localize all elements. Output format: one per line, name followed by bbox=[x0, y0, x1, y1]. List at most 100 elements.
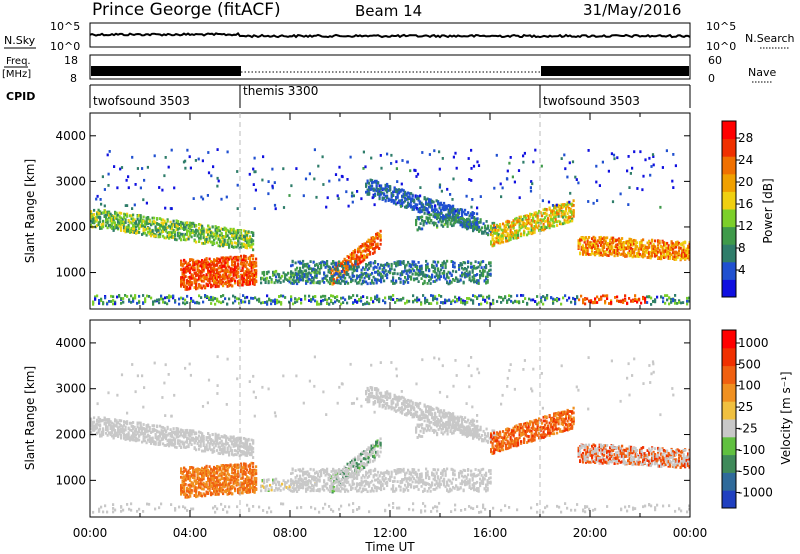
power-cell bbox=[202, 236, 205, 240]
power-cell bbox=[420, 277, 423, 280]
power-cell bbox=[378, 188, 381, 192]
power-cell bbox=[654, 253, 657, 256]
power-cell bbox=[628, 186, 631, 189]
power-cell bbox=[216, 234, 219, 238]
power-cell bbox=[294, 272, 297, 276]
power-cell bbox=[278, 275, 281, 279]
power-cell bbox=[184, 287, 187, 291]
power-cell bbox=[246, 234, 249, 237]
power-cell bbox=[488, 269, 491, 273]
nave-label: Nave bbox=[748, 66, 776, 79]
power-cell bbox=[300, 275, 303, 278]
power-cell bbox=[291, 271, 294, 275]
power-cell bbox=[476, 281, 479, 285]
power-cell bbox=[496, 231, 499, 235]
power-cell bbox=[99, 210, 102, 214]
nsearch-label: N.Search bbox=[745, 32, 795, 45]
power-cell bbox=[380, 280, 383, 284]
power-cell bbox=[354, 279, 357, 283]
power-cell bbox=[579, 252, 582, 256]
power-cell bbox=[423, 281, 426, 285]
power-cell bbox=[441, 207, 444, 211]
power-cell bbox=[348, 297, 351, 300]
power-cell bbox=[164, 296, 167, 300]
power-cell bbox=[450, 274, 453, 277]
power-cell bbox=[425, 198, 428, 202]
power-cell bbox=[479, 269, 482, 273]
power-cell bbox=[457, 213, 460, 217]
power-cell bbox=[672, 244, 675, 248]
power-cell bbox=[270, 299, 273, 302]
power-cell bbox=[184, 268, 187, 271]
power-cell bbox=[115, 211, 118, 215]
power-cell bbox=[192, 258, 195, 262]
power-cell bbox=[600, 235, 603, 239]
power-cell bbox=[241, 234, 244, 238]
power-cell bbox=[600, 295, 603, 299]
power-cell bbox=[373, 250, 376, 254]
power-cell bbox=[670, 297, 673, 301]
power-cell bbox=[595, 180, 598, 184]
power-cell bbox=[150, 234, 153, 238]
power-cell bbox=[425, 259, 428, 263]
power-cell bbox=[405, 278, 408, 282]
power-cell bbox=[622, 254, 625, 257]
power-cell bbox=[116, 295, 119, 299]
power-cell bbox=[558, 297, 561, 301]
power-cell bbox=[646, 241, 649, 245]
power-cell bbox=[299, 276, 302, 280]
power-cell bbox=[675, 243, 678, 246]
power-cell bbox=[200, 195, 203, 199]
power-cell bbox=[595, 250, 598, 254]
power-cell bbox=[681, 256, 684, 260]
power-cell bbox=[577, 239, 580, 242]
power-cell bbox=[373, 246, 376, 250]
power-cell bbox=[199, 276, 202, 280]
power-cell bbox=[195, 284, 198, 288]
power-cell bbox=[559, 222, 562, 226]
power-cell bbox=[208, 281, 211, 285]
power-cell bbox=[333, 281, 336, 285]
power-cell bbox=[612, 236, 615, 240]
power-cell bbox=[416, 277, 419, 280]
power-cell bbox=[574, 175, 577, 179]
power-cell bbox=[300, 261, 303, 265]
power-cell bbox=[226, 234, 229, 238]
power-cell bbox=[132, 219, 135, 223]
power-cell bbox=[639, 241, 642, 244]
power-cell bbox=[669, 255, 672, 259]
power-cell bbox=[162, 297, 165, 301]
power-cell bbox=[492, 298, 495, 302]
power-cell bbox=[550, 296, 553, 300]
power-cell bbox=[141, 224, 144, 228]
power-cell bbox=[410, 197, 413, 201]
power-cell bbox=[114, 216, 117, 220]
power-cell bbox=[192, 260, 195, 264]
power-cell bbox=[205, 277, 208, 281]
power-cell bbox=[386, 190, 389, 194]
power-cell bbox=[473, 216, 476, 219]
power-cell bbox=[372, 252, 375, 255]
power-cell bbox=[420, 264, 423, 268]
power-cell bbox=[624, 297, 627, 301]
power-cell bbox=[660, 254, 663, 258]
power-cell bbox=[458, 296, 461, 300]
power-cell bbox=[241, 281, 244, 285]
power-cell bbox=[309, 260, 312, 263]
power-cell bbox=[333, 278, 336, 281]
power-cell bbox=[426, 300, 429, 303]
power-cell bbox=[500, 296, 503, 299]
power-cell bbox=[554, 215, 557, 219]
power-cell bbox=[425, 221, 428, 225]
power-cell bbox=[554, 213, 557, 217]
power-cell bbox=[642, 247, 645, 251]
nsky-label: N.Sky bbox=[4, 34, 36, 47]
power-cell bbox=[398, 201, 401, 204]
power-cell bbox=[207, 266, 210, 270]
power-cell bbox=[464, 271, 467, 275]
power-cell bbox=[448, 213, 451, 217]
power-cell bbox=[202, 234, 205, 238]
power-cell bbox=[438, 273, 441, 276]
power-cell bbox=[186, 266, 189, 270]
power-cell bbox=[357, 247, 360, 251]
